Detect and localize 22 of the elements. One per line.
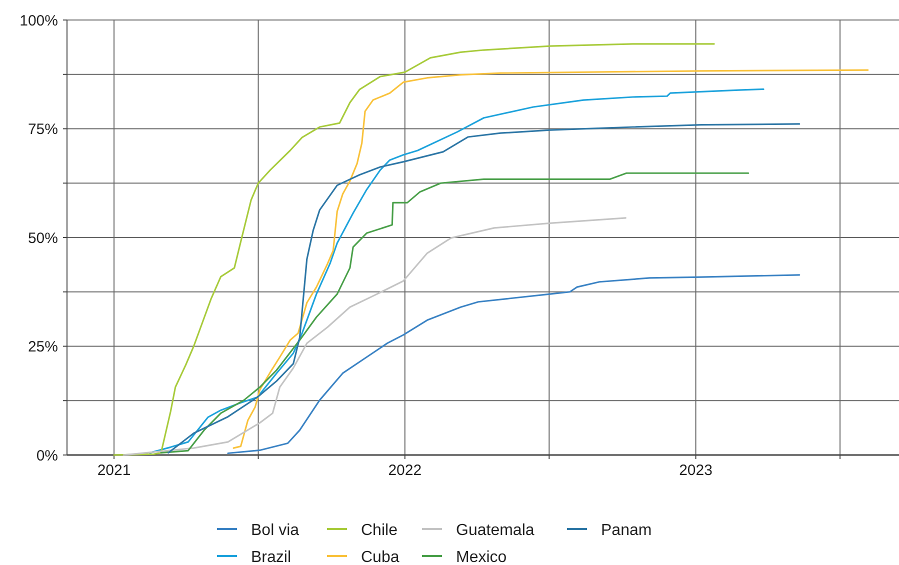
line-series: [149, 88, 764, 454]
legend-label: Cuba: [361, 549, 400, 565]
x-tick-label: 2021: [97, 462, 131, 479]
y-tick-label: 0%: [36, 447, 58, 464]
legend-label: Guatemala: [456, 522, 534, 539]
x-tick-label: 2022: [388, 462, 422, 479]
line-series: [122, 217, 626, 456]
x-tick-label: 2023: [679, 462, 712, 479]
y-tick-label: 75%: [28, 121, 58, 138]
y-tick-label: 50%: [28, 230, 58, 247]
legend-label: Panam: [601, 522, 652, 539]
legend-label: Mexico: [456, 549, 507, 565]
line-series: [232, 69, 869, 449]
y-tick-label: 25%: [28, 338, 58, 356]
legend-label: Chile: [361, 522, 398, 539]
line-series: [227, 274, 800, 454]
legend-label: Bol via: [251, 522, 300, 539]
legend-label: Brazil: [251, 549, 292, 565]
line-series: [160, 172, 750, 454]
line-series: [113, 43, 715, 456]
y-tick-label: 100%: [20, 12, 58, 30]
line-series: [167, 123, 800, 454]
